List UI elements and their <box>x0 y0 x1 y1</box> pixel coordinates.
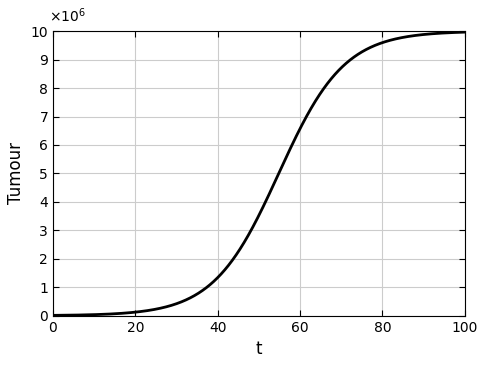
Y-axis label: Tumour: Tumour <box>7 142 25 204</box>
X-axis label: t: t <box>255 340 262 358</box>
Text: $\times10^6$: $\times10^6$ <box>49 7 86 26</box>
